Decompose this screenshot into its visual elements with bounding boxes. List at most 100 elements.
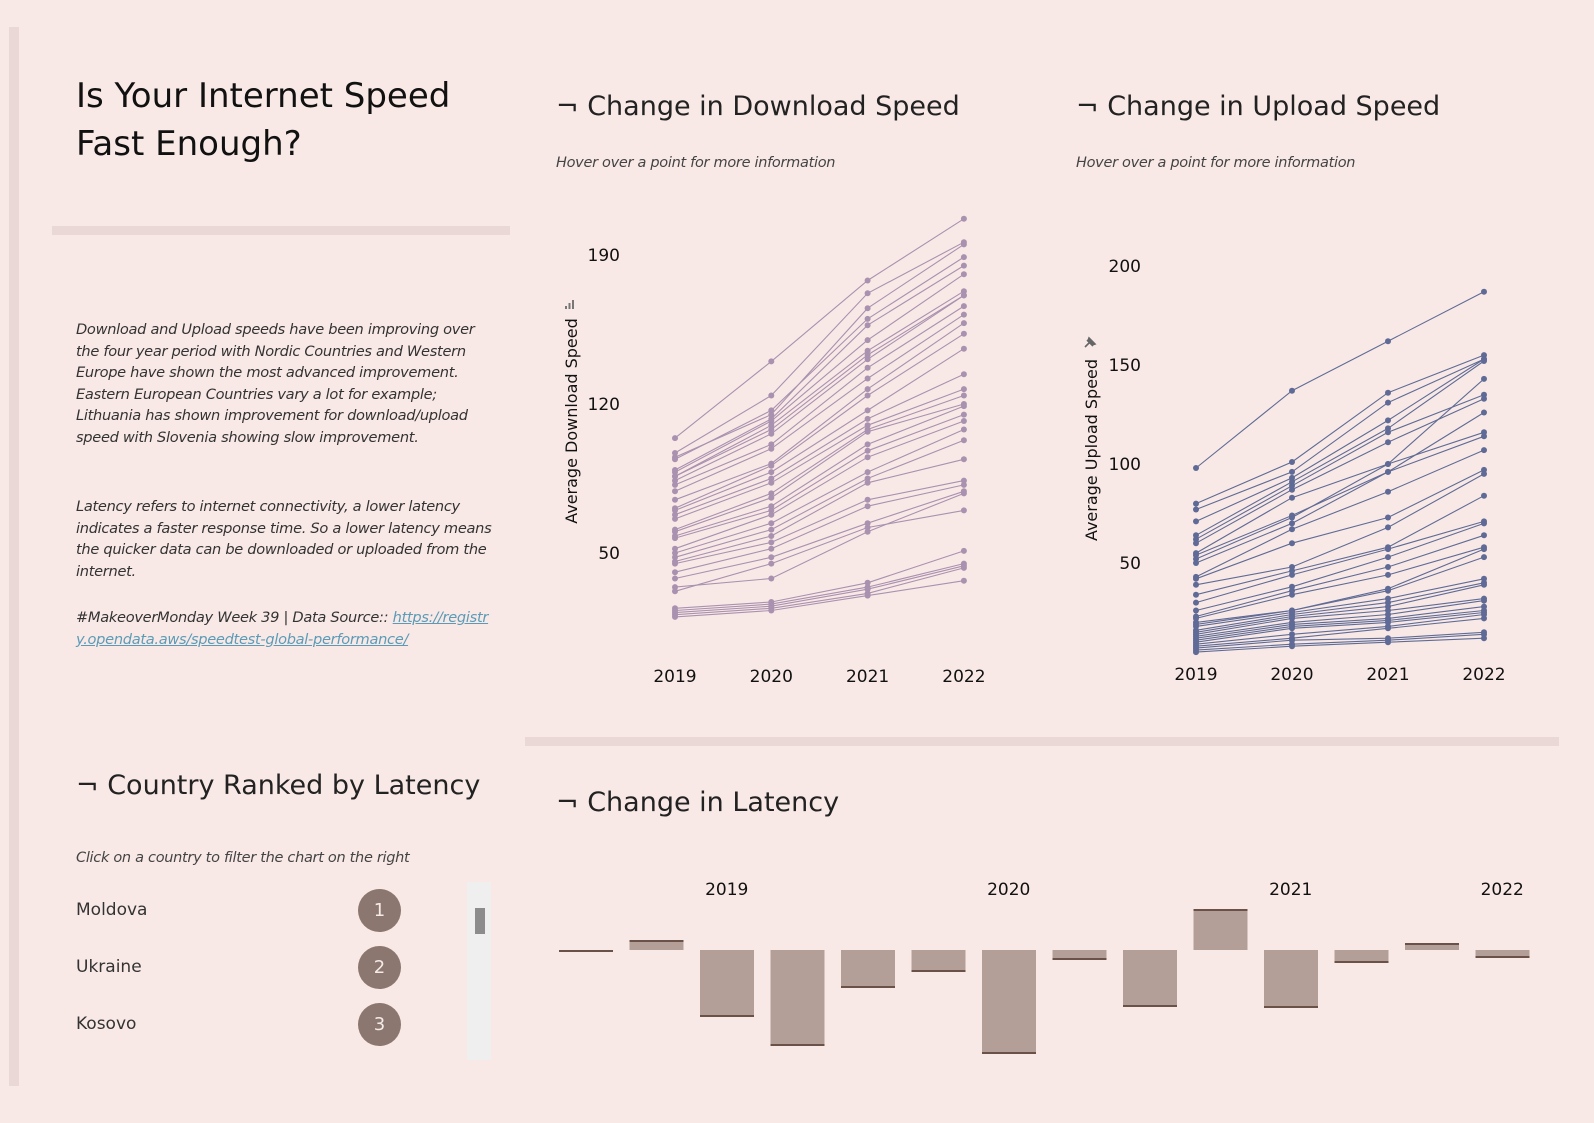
download-data-point[interactable] (864, 524, 871, 531)
download-data-point[interactable] (672, 605, 678, 612)
download-data-point[interactable] (960, 386, 967, 393)
download-series-line[interactable] (674, 439, 965, 558)
download-data-point[interactable] (864, 469, 871, 476)
upload-series-line[interactable] (1195, 449, 1485, 578)
latency-bar[interactable] (1193, 909, 1248, 950)
upload-data-point[interactable] (1289, 611, 1295, 618)
download-data-point[interactable] (672, 535, 678, 542)
download-data-point[interactable] (864, 356, 871, 363)
download-data-point[interactable] (768, 601, 775, 608)
download-data-point[interactable] (960, 437, 967, 444)
download-data-point[interactable] (768, 607, 775, 614)
download-data-point[interactable] (960, 271, 967, 278)
upload-data-point[interactable] (1289, 486, 1295, 493)
download-data-point[interactable] (768, 554, 775, 561)
upload-data-point[interactable] (1193, 500, 1199, 507)
upload-data-point[interactable] (1193, 619, 1199, 626)
download-data-point[interactable] (768, 507, 775, 514)
download-data-point[interactable] (864, 579, 871, 586)
download-data-point[interactable] (672, 496, 678, 503)
upload-data-point[interactable] (1193, 623, 1199, 630)
latency-bar[interactable] (911, 950, 966, 972)
upload-data-point[interactable] (1385, 461, 1391, 467)
download-data-point[interactable] (672, 575, 678, 582)
upload-series-line[interactable] (1195, 495, 1485, 596)
download-series-line[interactable] (674, 428, 965, 554)
upload-data-point[interactable] (1289, 619, 1295, 626)
download-data-point[interactable] (960, 254, 967, 261)
latency-bar[interactable] (770, 950, 825, 1046)
upload-data-point[interactable] (1481, 391, 1487, 398)
upload-data-point[interactable] (1289, 571, 1295, 578)
upload-data-point[interactable] (1385, 623, 1391, 630)
download-data-point[interactable] (672, 507, 678, 514)
upload-data-point[interactable] (1481, 595, 1487, 602)
download-data-point[interactable] (864, 315, 871, 322)
download-series-line[interactable] (674, 256, 965, 460)
upload-data-point[interactable] (1481, 611, 1487, 618)
upload-data-point[interactable] (1385, 425, 1391, 432)
upload-series-line[interactable] (1195, 598, 1485, 635)
download-data-point[interactable] (864, 447, 871, 454)
download-data-point[interactable] (864, 584, 871, 591)
upload-data-point[interactable] (1481, 579, 1487, 586)
upload-data-point[interactable] (1289, 637, 1295, 644)
upload-series-line[interactable] (1195, 291, 1485, 469)
upload-series-line[interactable] (1195, 546, 1485, 619)
latency-bar[interactable] (841, 950, 895, 988)
latency-bar[interactable] (1123, 950, 1177, 1007)
download-data-point[interactable] (672, 569, 678, 576)
download-series-line[interactable] (674, 294, 965, 477)
upload-series-line[interactable] (1195, 435, 1485, 564)
download-data-point[interactable] (960, 411, 967, 418)
download-data-point[interactable] (864, 428, 871, 435)
download-data-point[interactable] (768, 415, 775, 422)
upload-data-point[interactable] (1481, 520, 1487, 527)
download-data-point[interactable] (864, 426, 871, 433)
download-data-point[interactable] (960, 564, 967, 571)
upload-series-line[interactable] (1195, 578, 1485, 627)
download-data-point[interactable] (768, 605, 775, 612)
download-data-point[interactable] (864, 347, 871, 354)
upload-data-point[interactable] (1289, 474, 1295, 481)
download-data-point[interactable] (864, 415, 871, 422)
upload-data-point[interactable] (1289, 621, 1295, 628)
download-data-point[interactable] (960, 241, 967, 248)
upload-series-line[interactable] (1195, 611, 1485, 643)
upload-data-point[interactable] (1385, 635, 1391, 642)
upload-series-line[interactable] (1195, 582, 1485, 631)
upload-series-line[interactable] (1195, 522, 1485, 612)
download-series-line[interactable] (674, 563, 965, 612)
download-data-point[interactable] (960, 401, 967, 407)
upload-data-point[interactable] (1193, 641, 1199, 648)
upload-data-point[interactable] (1481, 409, 1487, 416)
download-data-point[interactable] (960, 456, 967, 463)
download-series-line[interactable] (674, 348, 965, 511)
download-series-line[interactable] (674, 405, 965, 537)
upload-data-point[interactable] (1385, 554, 1391, 561)
download-data-point[interactable] (864, 277, 871, 284)
download-data-point[interactable] (768, 469, 775, 476)
upload-data-point[interactable] (1193, 635, 1199, 642)
upload-series-line[interactable] (1195, 617, 1485, 647)
download-data-point[interactable] (672, 550, 678, 556)
upload-series-line[interactable] (1195, 358, 1485, 511)
upload-series-line[interactable] (1195, 631, 1485, 649)
download-data-point[interactable] (768, 539, 775, 546)
upload-series-line[interactable] (1195, 534, 1485, 618)
upload-data-point[interactable] (1385, 389, 1391, 396)
upload-data-point[interactable] (1385, 399, 1391, 406)
download-series-line[interactable] (674, 550, 965, 609)
upload-data-point[interactable] (1385, 546, 1391, 553)
upload-data-point[interactable] (1289, 482, 1295, 489)
download-data-point[interactable] (960, 215, 967, 222)
upload-data-point[interactable] (1481, 358, 1487, 364)
upload-data-point[interactable] (1289, 494, 1295, 501)
download-data-point[interactable] (768, 411, 775, 418)
download-data-point[interactable] (960, 477, 967, 484)
upload-data-point[interactable] (1385, 564, 1391, 570)
upload-data-point[interactable] (1481, 546, 1487, 553)
download-series-line[interactable] (674, 243, 965, 458)
upload-data-point[interactable] (1385, 619, 1391, 626)
upload-data-point[interactable] (1385, 338, 1391, 345)
